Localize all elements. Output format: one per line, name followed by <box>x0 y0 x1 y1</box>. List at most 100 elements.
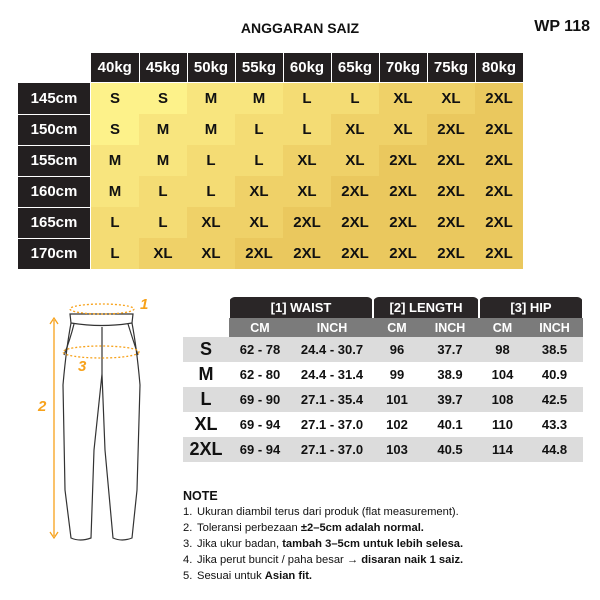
size-cell: M <box>187 82 235 114</box>
note-item: 4. Jika perut buncit / paha besar → disar… <box>183 552 463 568</box>
measurement-value: 39.7 <box>421 387 479 412</box>
weight-header: 50kg <box>186 52 236 83</box>
size-cell: XL <box>427 82 475 114</box>
unit-header: INCH <box>421 318 479 337</box>
product-code: WP 118 <box>534 18 590 35</box>
unit-header: CM <box>479 318 526 337</box>
note-text: Toleransi perbezaan <box>197 522 301 534</box>
size-cell: XL <box>379 82 427 114</box>
note-item: 3. Jika ukur badan, tambah 3–5cm untuk le… <box>183 536 463 552</box>
weight-header: 65kg <box>330 52 380 83</box>
size-cell: 2XL <box>331 238 379 269</box>
measurement-value: 62 - 78 <box>229 337 291 362</box>
size-cell: L <box>139 176 187 207</box>
size-estimate-grid: 40kg 45kg 50kg 55kg 60kg 65kg 70kg 75kg … <box>17 52 524 270</box>
unit-header: CM <box>373 318 421 337</box>
waist-header: [1] WAIST <box>228 297 374 318</box>
size-cell: XL <box>331 145 379 176</box>
size-cell: L <box>283 114 331 145</box>
measurement-value: 69 - 94 <box>239 417 281 432</box>
size-label: M <box>198 364 214 384</box>
size-cell: M <box>187 114 235 145</box>
waist-label: 1 <box>140 296 149 313</box>
size-cell: 2XL <box>475 114 523 145</box>
measure-lines <box>49 303 140 540</box>
measurement-value: 69 - 90 <box>229 387 291 412</box>
note-item: 2. Toleransi perbezaan ±2–5cm adalah norm… <box>183 520 463 536</box>
hip-header: [3] HIP <box>478 297 584 318</box>
length-header: [2] LENGTH <box>372 297 480 318</box>
size-cell: M <box>90 176 139 207</box>
measurement-value: 24.4 - 31.4 <box>300 367 364 382</box>
measurement-value: 108 <box>479 387 526 412</box>
size-cell: M <box>235 82 283 114</box>
unit-header: INCH <box>526 318 583 337</box>
size-cell: L <box>235 145 283 176</box>
unit-header: CM <box>229 318 291 337</box>
size-cell: 2XL <box>475 238 523 269</box>
height-row: 170cm L XL XL 2XL 2XL 2XL 2XL 2XL 2XL <box>17 237 523 270</box>
hip-measure-line <box>62 345 140 359</box>
size-cell: XL <box>139 238 187 269</box>
size-cell: 2XL <box>379 238 427 269</box>
weight-header: 55kg <box>234 52 284 83</box>
size-cell: XL <box>187 207 235 238</box>
measurement-value: 27.1 - 37.0 <box>300 417 364 432</box>
measurement-value: 114 <box>479 437 526 462</box>
height-row: 160cm M L L XL XL 2XL 2XL 2XL 2XL <box>17 175 523 208</box>
note-number: 5. <box>183 570 193 582</box>
size-cell: M <box>90 145 139 176</box>
measurement-value: 38.9 <box>437 367 463 382</box>
size-cell: 2XL <box>379 207 427 238</box>
height-label: 155cm <box>17 144 91 177</box>
note-number: 4. <box>183 554 193 566</box>
size-cell: 2XL <box>427 207 475 238</box>
measurement-table: [1] WAIST [2] LENGTH [3] HIP CM INCH CM … <box>183 297 584 462</box>
size-cell: XL <box>283 176 331 207</box>
chart-title: ANGGARAN SAIZ <box>240 20 360 36</box>
size-cell: M <box>139 145 187 176</box>
height-row: 165cm L L XL XL 2XL 2XL 2XL 2XL 2XL <box>17 206 523 239</box>
pants-diagram <box>49 303 141 541</box>
size-cell: 2XL <box>475 176 523 207</box>
measurement-value: 40.9 <box>541 367 568 382</box>
measurement-value: 40.1 <box>437 417 463 432</box>
size-row: S 62 - 78 24.4 - 30.7 96 37.7 98 38.5 <box>183 337 583 362</box>
size-label: 2XL <box>183 437 229 462</box>
size-cell: 2XL <box>427 238 475 269</box>
note-emphasis: disaran naik 1 saiz. <box>361 554 464 566</box>
size-cell: L <box>90 238 139 269</box>
size-cell: 2XL <box>427 145 475 176</box>
measurement-value: 27.1 - 35.4 <box>291 387 373 412</box>
size-cell: L <box>331 82 379 114</box>
length-arrowheads-icon <box>49 316 59 540</box>
note-emphasis: tambah 3–5cm untuk lebih selesa. <box>282 538 464 550</box>
measurement-value: 40.5 <box>421 437 479 462</box>
size-cell: S <box>139 82 187 114</box>
weight-header-row: 40kg 45kg 50kg 55kg 60kg 65kg 70kg 75kg … <box>17 52 524 83</box>
size-label: XL <box>194 414 218 434</box>
measurement-value: 42.5 <box>526 387 583 412</box>
size-cell: XL <box>283 145 331 176</box>
size-cell: 2XL <box>475 82 523 114</box>
unit-header-row: CM INCH CM INCH CM INCH <box>183 318 583 337</box>
note-item: 5. Sesuai untuk Asian fit. <box>183 568 463 584</box>
corner-cell <box>17 52 91 83</box>
measurement-value: 98 <box>479 337 526 362</box>
size-label: L <box>183 387 229 412</box>
measurement-value: 62 - 80 <box>239 367 281 382</box>
size-cell: XL <box>331 114 379 145</box>
size-cell: L <box>187 176 235 207</box>
size-cell: 2XL <box>283 207 331 238</box>
height-label: 145cm <box>17 82 91 115</box>
size-cell: 2XL <box>379 145 427 176</box>
notes-title: NOTE <box>183 489 218 503</box>
size-cell: 2XL <box>427 176 475 207</box>
measurement-value: 101 <box>373 387 421 412</box>
measurement-value: 44.8 <box>526 437 583 462</box>
size-cell: L <box>139 207 187 238</box>
size-cell: L <box>187 145 235 176</box>
size-row: L 69 - 90 27.1 - 35.4 101 39.7 108 42.5 <box>183 387 583 412</box>
height-row: 145cm S S M M L L XL XL 2XL <box>17 82 523 115</box>
measurement-value: 38.5 <box>526 337 583 362</box>
